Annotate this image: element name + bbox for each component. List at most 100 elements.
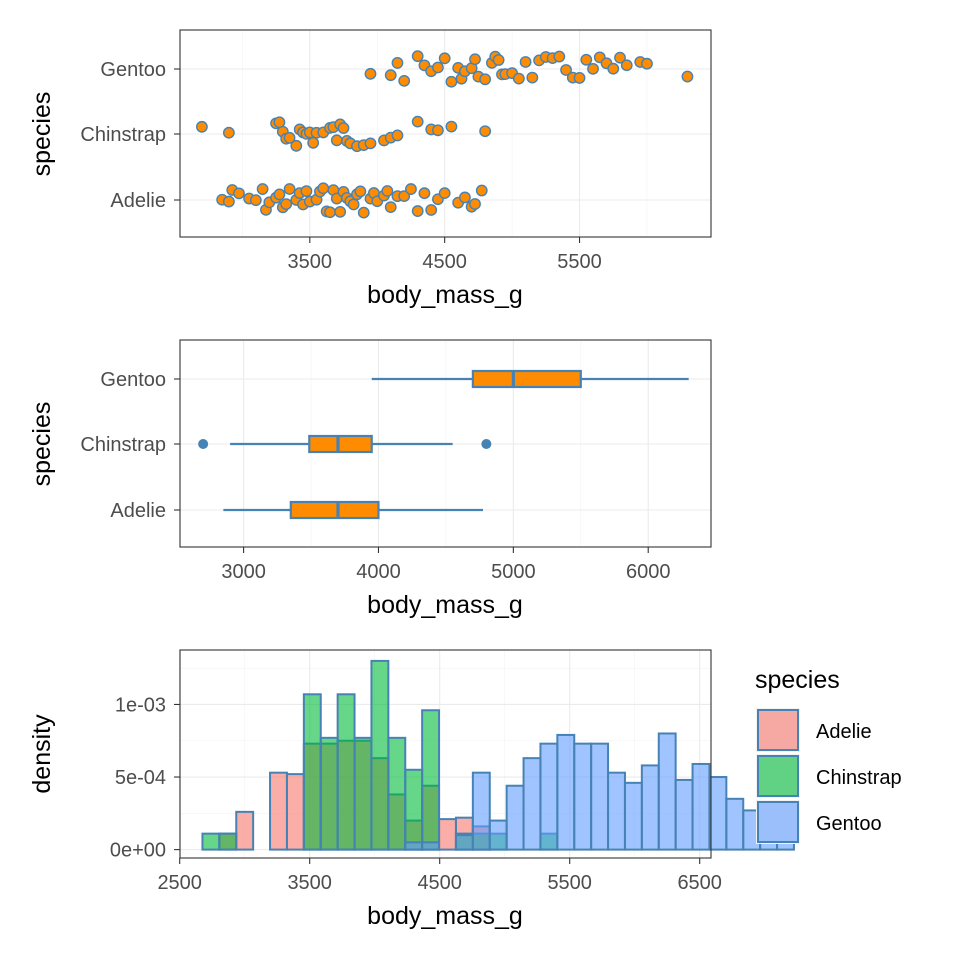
y-axis-title: species xyxy=(28,402,56,487)
histogram-bar-chinstrap xyxy=(201,832,221,851)
data-point-adelie xyxy=(256,183,269,195)
data-point-adelie xyxy=(381,185,394,197)
x-tick-label: 3500 xyxy=(288,251,333,273)
data-point-gentoo xyxy=(492,54,505,66)
data-point-adelie xyxy=(354,185,367,198)
data-point-gentoo xyxy=(526,71,539,84)
histogram-bar-gentoo xyxy=(522,757,542,851)
data-point-gentoo xyxy=(411,50,424,63)
y-tick-label: 0e+00 xyxy=(110,840,166,862)
outlier-chinstrap xyxy=(198,439,209,449)
data-point-gentoo xyxy=(641,57,653,70)
data-point-chinstrap xyxy=(283,131,296,144)
x-tick-label: 4500 xyxy=(422,251,467,273)
histogram-bar-gentoo xyxy=(691,762,711,851)
legend-label-chinstrap: Chinstrap xyxy=(816,767,902,789)
data-point-adelie xyxy=(324,206,336,219)
data-point-gentoo xyxy=(519,56,532,68)
data-point-gentoo xyxy=(432,61,444,74)
histogram-bar-chinstrap xyxy=(218,832,238,851)
outlier-chinstrap xyxy=(481,439,492,449)
data-point-chinstrap xyxy=(479,125,492,138)
histogram-bar-gentoo xyxy=(674,778,694,851)
x-axis-title: body_mass_g xyxy=(367,591,523,619)
x-tick-label: 2500 xyxy=(157,872,202,894)
data-point-adelie xyxy=(475,184,488,197)
histogram-bar-gentoo xyxy=(657,732,677,851)
histogram-bar-gentoo xyxy=(539,742,559,851)
y-axis-title: species xyxy=(28,92,56,177)
data-point-chinstrap xyxy=(337,122,350,134)
boxplot-panel xyxy=(179,339,712,548)
y-axis-title: density xyxy=(28,714,56,794)
data-point-gentoo xyxy=(573,72,586,84)
y-tick-label: Chinstrap xyxy=(80,434,166,456)
legend-swatch-gentoo xyxy=(757,801,799,843)
histogram-bar-gentoo xyxy=(623,781,643,851)
data-point-gentoo xyxy=(479,73,492,86)
box-chinstrap xyxy=(308,434,373,454)
histogram-bar-chinstrap xyxy=(336,693,356,851)
data-point-adelie xyxy=(233,187,245,200)
y-tick-label: Adelie xyxy=(110,190,166,212)
data-point-gentoo xyxy=(384,69,397,82)
histogram-bar-gentoo xyxy=(708,776,728,851)
x-axis-title: body_mass_g xyxy=(367,281,523,309)
data-point-gentoo xyxy=(553,50,566,63)
histogram-bar-chinstrap xyxy=(404,768,424,851)
data-point-gentoo xyxy=(438,52,451,65)
box-adelie xyxy=(289,500,380,520)
box-gentoo xyxy=(471,369,582,389)
y-tick-label: 5e-04 xyxy=(115,767,166,789)
data-point-gentoo xyxy=(398,74,411,87)
data-point-adelie xyxy=(405,183,417,195)
y-tick-label: Gentoo xyxy=(100,59,166,81)
data-point-gentoo xyxy=(364,67,377,80)
histogram-bar-chinstrap xyxy=(421,709,441,851)
data-point-chinstrap xyxy=(290,139,303,152)
data-point-adelie xyxy=(438,187,451,200)
legend xyxy=(756,708,800,844)
data-point-chinstrap xyxy=(411,115,424,128)
histogram-bar-gentoo xyxy=(421,841,441,851)
histogram-bar-chinstrap xyxy=(319,736,339,851)
x-tick-label: 6500 xyxy=(677,872,722,894)
data-point-adelie xyxy=(300,185,313,198)
histogram-bar-adelie xyxy=(235,810,255,851)
y-tick-label: 1e-03 xyxy=(115,694,166,716)
x-tick-label: 5500 xyxy=(547,872,592,894)
data-point-gentoo xyxy=(681,70,694,83)
x-tick-label: 6000 xyxy=(626,561,671,583)
data-point-gentoo xyxy=(391,57,404,69)
histogram-bar-gentoo xyxy=(556,733,576,851)
histogram-bar-gentoo xyxy=(471,771,491,851)
x-axis-title: body_mass_g xyxy=(367,902,523,930)
data-point-chinstrap xyxy=(445,120,458,133)
data-point-gentoo xyxy=(614,51,626,64)
x-tick-label: 4500 xyxy=(417,872,462,894)
histogram-bar-chinstrap xyxy=(370,659,390,851)
y-tick-label: Gentoo xyxy=(100,369,166,391)
data-point-adelie xyxy=(283,183,296,195)
x-tick-label: 5500 xyxy=(557,251,602,273)
data-point-gentoo xyxy=(607,62,620,75)
data-point-chinstrap xyxy=(307,136,320,149)
data-point-gentoo xyxy=(512,72,525,85)
data-point-adelie xyxy=(469,198,481,210)
y-tick-label: Chinstrap xyxy=(80,124,166,146)
histogram-bar-gentoo xyxy=(454,834,474,851)
histogram-panel xyxy=(179,649,795,859)
data-point-chinstrap xyxy=(196,120,208,133)
data-point-gentoo xyxy=(587,62,599,75)
legend-label-adelie: Adelie xyxy=(816,721,872,743)
data-point-chinstrap xyxy=(222,126,235,139)
x-tick-label: 4000 xyxy=(356,561,401,583)
jitter-panel xyxy=(179,29,712,238)
histogram-bar-adelie xyxy=(285,773,305,851)
histogram-bar-gentoo xyxy=(640,764,660,851)
histogram-bar-gentoo xyxy=(725,797,745,851)
histogram-bar-gentoo xyxy=(607,771,626,851)
data-point-gentoo xyxy=(445,75,458,88)
histogram-bar-chinstrap xyxy=(302,693,322,851)
